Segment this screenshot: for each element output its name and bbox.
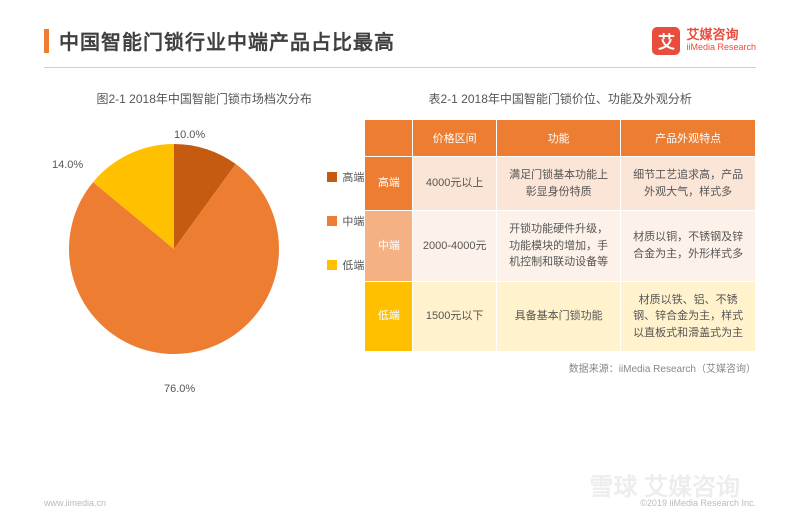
analysis-table-title: 表2-1 2018年中国智能门锁价位、功能及外观分析	[364, 90, 756, 107]
data-source: 数据来源：iiMedia Research（艾媒咨询）	[364, 360, 756, 375]
table-row-tier: 高端	[365, 157, 413, 211]
legend-swatch-icon	[327, 260, 337, 270]
title-left: 中国智能门锁行业中端产品占比最高	[44, 26, 395, 55]
table-cell-appearance: 材质以铜，不锈钢及锌合金为主，外形样式多	[621, 211, 756, 282]
table-row: 低端1500元以下具备基本门锁功能材质以铁、铝、不锈钢、锌合金为主，样式以直板式…	[365, 281, 756, 352]
page-title: 中国智能门锁行业中端产品占比最高	[59, 26, 395, 55]
table-cell-function: 满足门锁基本功能上彰显身份特质	[496, 157, 620, 211]
pie-legend: 高端中端低端	[327, 169, 364, 301]
footer-url: www.iimedia.cn	[44, 498, 106, 508]
table-cell-function: 具备基本门锁功能	[496, 281, 620, 352]
pie-chart-column: 图2-1 2018年中国智能门锁市场档次分布 10.0% 76.0% 14.0% 高…	[44, 90, 364, 480]
legend-item: 中端	[327, 213, 364, 229]
footer: www.iimedia.cn ©2019 iiMedia Research In…	[44, 498, 756, 508]
legend-swatch-icon	[327, 172, 337, 182]
analysis-table-column: 表2-1 2018年中国智能门锁价位、功能及外观分析 价格区间功能产品外观特点 …	[364, 90, 756, 480]
table-row: 高端4000元以上满足门锁基本功能上彰显身份特质细节工艺追求高，产品外观大气，样…	[365, 157, 756, 211]
brand-name-cn: 艾媒咨询	[686, 28, 756, 42]
table-row: 中端2000-4000元开锁功能硬件升级，功能模块的增加，手机控制和联动设备等材…	[365, 211, 756, 282]
analysis-table: 价格区间功能产品外观特点 高端4000元以上满足门锁基本功能上彰显身份特质细节工…	[364, 119, 756, 352]
title-accent-bar	[44, 29, 49, 53]
legend-item: 高端	[327, 169, 364, 185]
pie-chart-title: 图2-1 2018年中国智能门锁市场档次分布	[44, 90, 364, 107]
title-bar: 中国智能门锁行业中端产品占比最高 艾 艾媒咨询 iiMedia Research	[44, 26, 756, 68]
pie-chart-svg	[64, 129, 294, 379]
content-area: 图2-1 2018年中国智能门锁市场档次分布 10.0% 76.0% 14.0% 高…	[44, 90, 756, 480]
table-cell-price: 4000元以上	[413, 157, 497, 211]
table-header-cell	[365, 120, 413, 157]
table-cell-price: 2000-4000元	[413, 211, 497, 282]
table-row-tier: 低端	[365, 281, 413, 352]
pie-slice-label: 14.0%	[52, 159, 83, 171]
brand-text: 艾媒咨询 iiMedia Research	[686, 28, 756, 52]
table-header-cell: 产品外观特点	[621, 120, 756, 157]
table-cell-appearance: 细节工艺追求高，产品外观大气，样式多	[621, 157, 756, 211]
legend-item: 低端	[327, 257, 364, 273]
legend-label: 低端	[342, 257, 364, 273]
table-row-tier: 中端	[365, 211, 413, 282]
table-cell-price: 1500元以下	[413, 281, 497, 352]
pie-slice-label: 76.0%	[164, 383, 195, 395]
brand-name-en: iiMedia Research	[686, 43, 756, 53]
table-header-cell: 价格区间	[413, 120, 497, 157]
footer-copyright: ©2019 iiMedia Research Inc.	[640, 498, 756, 508]
brand-logo-icon: 艾	[652, 27, 680, 55]
pie-slice-label: 10.0%	[174, 129, 205, 141]
legend-swatch-icon	[327, 216, 337, 226]
table-cell-appearance: 材质以铁、铝、不锈钢、锌合金为主，样式以直板式和滑盖式为主	[621, 281, 756, 352]
table-header-cell: 功能	[496, 120, 620, 157]
pie-chart-wrap: 10.0% 76.0% 14.0% 高端中端低端	[44, 119, 364, 399]
table-cell-function: 开锁功能硬件升级，功能模块的增加，手机控制和联动设备等	[496, 211, 620, 282]
legend-label: 高端	[342, 169, 364, 185]
legend-label: 中端	[342, 213, 364, 229]
brand-block: 艾 艾媒咨询 iiMedia Research	[652, 27, 756, 55]
